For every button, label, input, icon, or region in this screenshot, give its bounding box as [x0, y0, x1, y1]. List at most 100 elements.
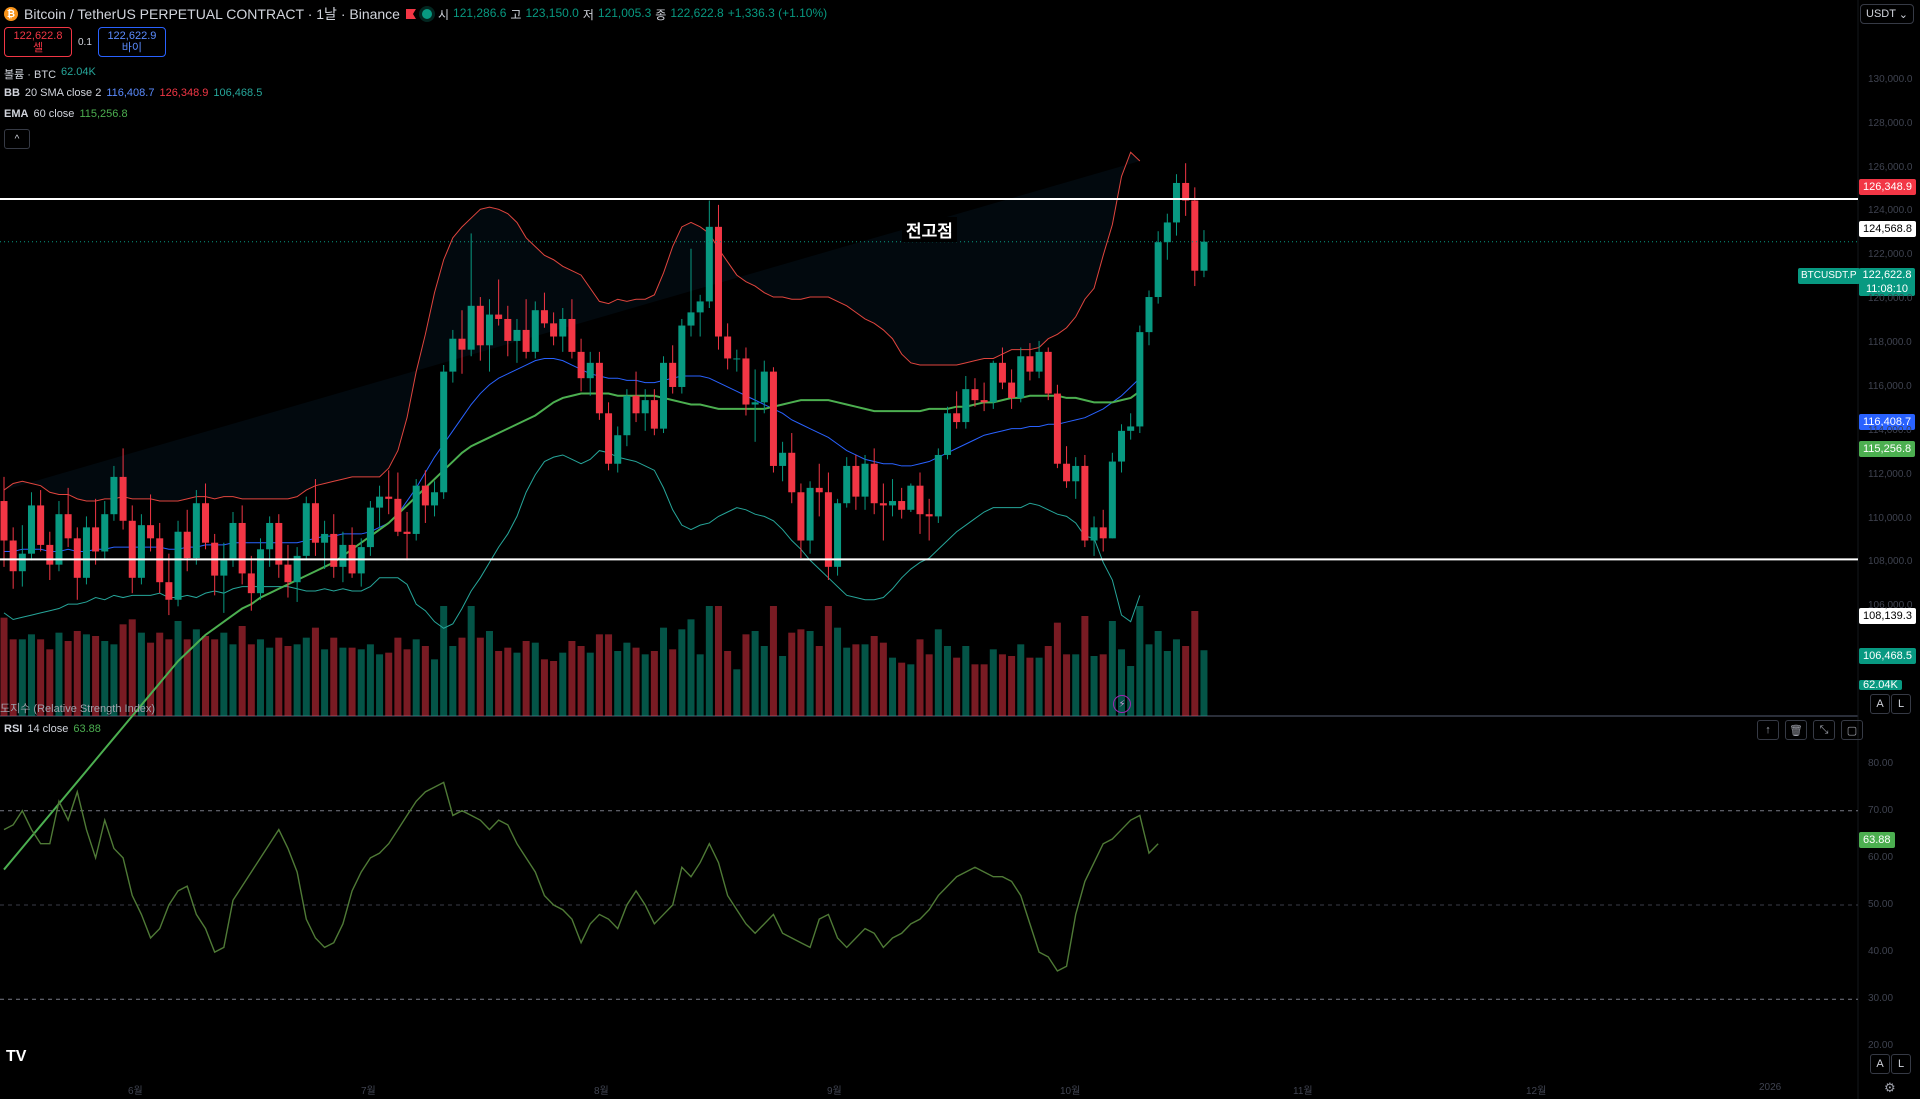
candle-body: [476, 305, 484, 346]
candle-body: [247, 573, 255, 594]
volume-bar: [907, 664, 915, 716]
candle-body: [540, 310, 548, 324]
candle-body: [1200, 241, 1208, 271]
volume-bar: [660, 627, 668, 716]
collapse-icon[interactable]: ⤡: [1813, 720, 1835, 740]
ema-legend[interactable]: EMA 60 close 115,256.8: [4, 108, 128, 120]
candle-body: [1008, 382, 1016, 398]
price-tick-label: 114,000.0: [1868, 424, 1912, 436]
candle-body: [9, 540, 17, 572]
volume-bar: [824, 606, 832, 716]
currency-select[interactable]: USDT ⌄: [1860, 4, 1914, 24]
volume-bar: [843, 647, 851, 716]
volume-bar: [183, 639, 191, 716]
panel-tools: ↑ 🗑 ⤡ ▢: [1757, 720, 1863, 740]
volume-bar: [925, 654, 933, 716]
candle-body: [834, 503, 842, 567]
lightning-icon[interactable]: ⚡: [1113, 695, 1131, 713]
move-up-icon[interactable]: ↑: [1757, 720, 1779, 740]
candle-body: [861, 463, 869, 497]
candle-body: [1191, 200, 1199, 271]
rsi-panel-title: 도지수 (Relative Strength Index): [0, 703, 156, 715]
volume-bar: [879, 642, 887, 716]
candle-body: [1090, 527, 1098, 541]
log-scale-button[interactable]: L: [1891, 694, 1911, 714]
candle-body: [943, 413, 951, 455]
bb-basis-price-tag: 116,408.7: [1859, 414, 1916, 430]
volume-bar: [989, 649, 997, 716]
volume-bar: [870, 636, 878, 716]
volume-bar: [55, 632, 63, 716]
rsi-tick-label: 40.00: [1868, 946, 1894, 958]
volume-bar: [1145, 644, 1153, 716]
rsi-price-tag: 63.88: [1859, 832, 1895, 848]
volume-bar: [1017, 644, 1025, 716]
resistance-annotation[interactable]: 전고점: [902, 217, 957, 242]
rsi-auto-scale-button[interactable]: A: [1870, 1054, 1890, 1074]
volume-bar: [366, 644, 374, 716]
volume-bar: [733, 669, 741, 716]
candle-body: [714, 226, 722, 337]
volume-bar: [46, 649, 54, 716]
volume-bar: [1118, 649, 1126, 716]
bb-legend[interactable]: BB 20 SMA close 2 116,408.7 126,348.9 10…: [4, 87, 263, 99]
candle-body: [73, 538, 81, 578]
volume-bar: [751, 631, 759, 716]
candle-body: [1136, 332, 1144, 427]
maximize-icon[interactable]: ▢: [1841, 720, 1863, 740]
volume-bar: [943, 646, 951, 716]
market-status-icon: [421, 9, 432, 19]
rsi-log-scale-button[interactable]: L: [1891, 1054, 1911, 1074]
sell-button[interactable]: 122,622.8 셀: [4, 27, 72, 57]
volume-legend[interactable]: 볼륨 · BTC 62.04K: [4, 66, 96, 81]
candle-body: [101, 514, 109, 552]
volume-bar: [641, 654, 649, 716]
candle-body: [1118, 430, 1126, 462]
volume-bar: [1035, 657, 1043, 716]
candle-body: [916, 485, 924, 515]
volume-bar: [769, 606, 777, 716]
candle-body: [769, 371, 777, 466]
candle-body: [394, 498, 402, 532]
collapse-legend-button[interactable]: ^: [4, 129, 30, 149]
volume-bar: [485, 631, 493, 716]
volume-bar: [1200, 650, 1208, 716]
rsi-legend[interactable]: RSI 14 close 63.88: [4, 723, 101, 735]
tradingview-logo-icon[interactable]: TV: [6, 1048, 27, 1065]
volume-bar: [220, 632, 228, 716]
candle-body: [403, 531, 411, 534]
volume-bar: [889, 657, 897, 716]
rsi-tick-label: 80.00: [1868, 757, 1894, 769]
candle-body: [366, 507, 374, 548]
price-tick-label: 128,000.0: [1868, 117, 1913, 129]
bb-fill: [4, 152, 1140, 502]
volume-bar: [9, 639, 17, 716]
volume-bar: [605, 634, 613, 716]
rsi-tick-label: 50.00: [1868, 899, 1894, 910]
volume-bar: [540, 659, 548, 716]
volume-bar: [742, 634, 750, 716]
candle-body: [311, 503, 319, 543]
auto-scale-button[interactable]: A: [1870, 694, 1890, 714]
symbol-title[interactable]: Bitcoin / TetherUS PERPETUAL CONTRACT · …: [24, 6, 400, 22]
volume-bar: [669, 649, 677, 716]
time-tick-label: 10월: [1060, 1086, 1081, 1097]
volume-bar: [330, 637, 338, 716]
volume-bar: [687, 619, 695, 716]
volume-bar: [394, 637, 402, 716]
candle-body: [330, 533, 338, 567]
volume-bar: [1136, 606, 1144, 716]
gear-icon[interactable]: ⚙: [1884, 1080, 1896, 1095]
buy-button[interactable]: 122,622.9 바이: [97, 27, 166, 57]
trash-icon[interactable]: 🗑: [1785, 720, 1807, 740]
volume-bar: [165, 639, 173, 716]
bb-upper-price-tag: 126,348.9: [1859, 179, 1916, 195]
flag-icon[interactable]: [405, 9, 416, 19]
volume-bar: [1008, 656, 1016, 716]
candle-body: [605, 413, 613, 464]
volume-bar: [1154, 631, 1162, 716]
volume-bar: [934, 629, 942, 716]
candle-body: [229, 522, 237, 561]
price-tick-label: 130,000.0: [1868, 73, 1913, 85]
